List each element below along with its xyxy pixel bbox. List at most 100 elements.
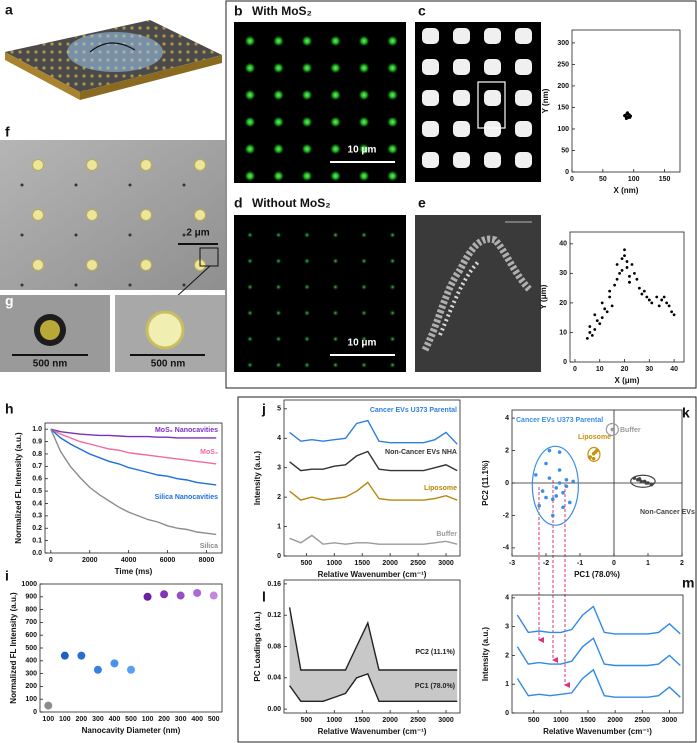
x-tick-label: 1 [646, 560, 650, 567]
x-axis-label: Nanocavity Diameter (nm) [82, 726, 181, 735]
y-tick-label: 0.16 [267, 581, 281, 588]
series-label: Non-Cancer EVs NHA [640, 509, 697, 516]
panel-label: e [418, 195, 426, 211]
y-axis-label: PC2 (11.1%) [481, 460, 490, 506]
y-tick-label: 900 [25, 594, 37, 601]
x-tick-label: 2500 [410, 717, 426, 724]
series-line [516, 637, 681, 667]
point [672, 313, 676, 317]
y-tick-label: 0 [505, 480, 509, 487]
point [571, 479, 575, 484]
y-tick-label: 50 [561, 147, 569, 154]
point [637, 286, 641, 290]
point [598, 322, 602, 325]
point [644, 481, 649, 485]
point [655, 295, 659, 299]
point [544, 461, 548, 466]
sem-zoom [0, 295, 225, 372]
point [620, 257, 624, 260]
x-axis-label: Relative Wavenumber (cm⁻¹) [318, 570, 427, 579]
dot [60, 651, 69, 660]
point [608, 295, 612, 299]
panel-label: m [682, 575, 694, 591]
point [540, 489, 545, 493]
point [605, 310, 609, 314]
y-tick-label: -4 [503, 545, 509, 552]
point [647, 298, 651, 302]
x-axis-label: Relative Wavenumber (cm⁻¹) [318, 727, 427, 736]
series-label: Cancer EVs U373 Parental [370, 407, 457, 414]
fluorescence-dots [234, 22, 406, 183]
group-ellipse [605, 422, 619, 437]
point [628, 280, 631, 284]
x-tick-label: 4000 [121, 557, 137, 564]
schematic [5, 20, 222, 100]
group-ellipse [587, 446, 601, 462]
y-tick-label: 1 [277, 523, 281, 530]
y-axis-label: Y (μm) [539, 284, 548, 309]
x-tick-label: 10 [596, 366, 604, 373]
series-label: Buffer [436, 531, 457, 538]
point [588, 325, 592, 328]
series-line [289, 481, 458, 501]
x-tick-label: 2000 [382, 717, 398, 724]
point [649, 482, 654, 487]
series-label: MoS₂ Nanocavities [155, 427, 218, 434]
x-tick-label: 150 [659, 176, 671, 183]
y-tick-label: 500 [25, 645, 37, 652]
point [625, 266, 629, 269]
point [637, 477, 642, 481]
point [600, 301, 604, 305]
series-line [50, 428, 217, 465]
y-tick-label: 0.8 [32, 451, 42, 458]
x-tick-label: 3000 [438, 717, 454, 724]
point [557, 481, 562, 485]
y-tick-label: 0.5 [32, 488, 42, 495]
point [561, 490, 565, 495]
x-tick-label: 0 [49, 557, 53, 564]
point [537, 503, 541, 508]
x-tick-label: 1000 [553, 717, 569, 724]
y-axis-label: Y (nm) [541, 88, 550, 113]
y-axis-label: Intensity (a.u.) [253, 451, 262, 506]
point [642, 289, 646, 293]
y-tick-label: 1 [505, 681, 509, 688]
panel-title: With MoS₂ [252, 4, 312, 18]
zoom-line [174, 265, 211, 299]
series-line [289, 419, 458, 445]
y-tick-label: 250 [557, 61, 569, 68]
point [624, 117, 628, 121]
x-tick-label: 100 [42, 716, 54, 723]
sem-cavities [0, 140, 225, 290]
y-tick-label: 400 [25, 658, 37, 665]
y-tick-label: 0.2 [32, 525, 42, 532]
x-tick-label: -2 [543, 560, 549, 567]
series-line [50, 428, 217, 439]
x-tick-label: 200 [158, 716, 170, 723]
x-tick-label: 0 [573, 366, 577, 373]
y-tick-label: 100 [25, 696, 37, 703]
series-line [289, 534, 458, 545]
link-arrows [538, 480, 570, 688]
y-axis-label: Intensity (a.u.) [481, 627, 490, 682]
point [593, 450, 598, 454]
y-tick-label: 100 [557, 126, 569, 133]
fluorescence-dots [234, 215, 406, 372]
point [660, 298, 664, 302]
point [627, 112, 631, 116]
x-tick-label: 2500 [410, 560, 426, 567]
y-tick-label: 0.9 [32, 438, 42, 445]
point [568, 500, 572, 505]
series-label: Liposome [578, 434, 611, 441]
dot [176, 591, 185, 600]
x-tick-label: 2 [680, 560, 684, 567]
y-tick-label: 0 [277, 553, 281, 560]
y-axis-label: Normalized FL Intensity (a.u.) [9, 592, 18, 704]
x-axis-label: X (μm) [615, 376, 640, 385]
y-tick-label: 30 [559, 270, 567, 277]
x-tick-label: 2000 [82, 557, 98, 564]
y-tick-label: 0.7 [32, 463, 42, 470]
x-tick-label: 1500 [354, 717, 370, 724]
zoom-box [199, 247, 219, 267]
